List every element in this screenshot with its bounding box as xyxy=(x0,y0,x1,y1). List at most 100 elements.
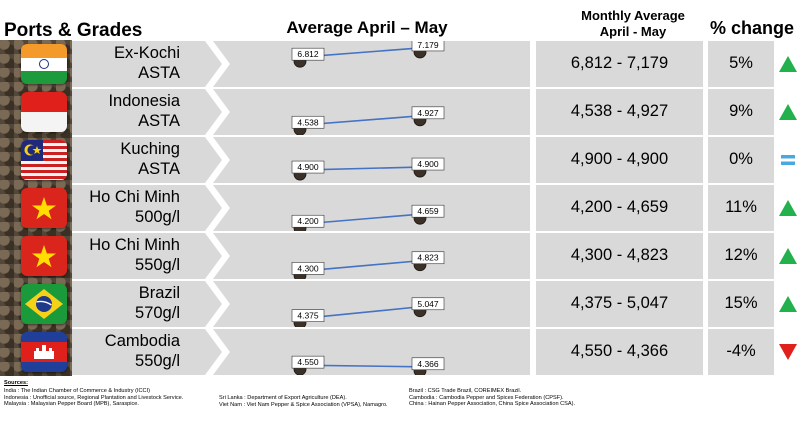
port-name-line1: Cambodia xyxy=(104,332,180,350)
pct-change-cell: 15% xyxy=(708,281,774,327)
port-name: Kuching ASTA xyxy=(60,139,180,179)
sources-col-1: India : The Indian Chamber of Commerce &… xyxy=(4,388,183,408)
data-label-apr: 4.538 xyxy=(297,117,319,127)
pct-change-value: 5% xyxy=(729,54,753,72)
pct-change-cell: 9% xyxy=(708,89,774,135)
data-label-box-apr xyxy=(291,309,325,322)
port-name-cell: Cambodia 550g/l xyxy=(72,329,205,375)
monthly-range-value: 4,538 - 4,927 xyxy=(570,102,669,120)
source-item: Cambodia : Cambodia Pepper and Spices Fe… xyxy=(409,394,564,401)
data-label-box-may xyxy=(411,106,445,120)
up-triangle-icon xyxy=(778,247,798,265)
monthly-range-value: 4,300 - 4,823 xyxy=(570,246,669,264)
data-label-may: 4.366 xyxy=(417,359,439,369)
port-name-line1: Ho Chi Minh xyxy=(89,236,180,254)
vietnam-flag-icon xyxy=(21,188,67,228)
port-name: Ex-Kochi ASTA xyxy=(60,43,180,83)
port-name-cell: Brazil 570g/l xyxy=(72,281,205,327)
port-grade-line2: 570g/l xyxy=(135,304,180,322)
data-label-apr: 4.550 xyxy=(297,357,319,367)
sources-col-3: Brazil : CSG Trade Brazil, COREIMEX Braz… xyxy=(409,388,575,408)
source-item: Brazil : CSG Trade Brazil, COREIMEX Braz… xyxy=(409,388,522,394)
up-triangle-icon xyxy=(778,199,798,217)
port-name-cell: Indonesia ASTA xyxy=(72,89,205,135)
pct-change-cell: -4% xyxy=(708,329,774,375)
port-name-line1: Brazil xyxy=(138,284,180,302)
pct-change-cell: 12% xyxy=(708,233,774,279)
vietnam-flag-icon xyxy=(21,236,67,276)
data-label-box-may xyxy=(411,357,445,371)
port-grade-line2: ASTA xyxy=(138,64,180,82)
mini-line-chart: 4.900 4.900 xyxy=(205,137,445,183)
india-flag-icon xyxy=(21,44,67,84)
port-name-line1: Indonesia xyxy=(108,92,180,110)
source-item: Viet Nam : Viet Nam Pepper & Spice Assoc… xyxy=(219,401,388,408)
pct-change-value: 11% xyxy=(725,198,757,216)
source-item: China : Hainan Pepper Association, China… xyxy=(409,401,576,408)
mini-line-chart: 4.375 5.047 xyxy=(205,281,445,327)
indonesia-flag-icon xyxy=(21,92,67,132)
pct-change-value: -4% xyxy=(726,342,756,360)
table-row: Brazil 570g/l 4.375 5.047 4,375 - 5,047 15% xyxy=(0,281,800,327)
mini-line-chart: 6.812 7.179 xyxy=(205,41,445,87)
pct-change-value: 12% xyxy=(724,246,758,264)
data-label-box-apr xyxy=(291,115,325,129)
table-row: Ho Chi Minh 500g/l 4.200 4.659 4,200 - 4,659… xyxy=(0,185,800,231)
table-row: Cambodia 550g/l 4.550 4.366 4,550 - 4,366 -4% xyxy=(0,329,800,375)
up-triangle-icon xyxy=(778,55,798,73)
monthly-range-cell: 4,538 - 4,927 xyxy=(536,89,703,135)
monthly-range-cell: 4,200 - 4,659 xyxy=(536,185,703,231)
port-name: Ho Chi Minh 550g/l xyxy=(60,235,180,275)
chevron-divider xyxy=(205,137,230,183)
mini-line-chart: 4.200 4.659 xyxy=(205,185,445,231)
source-item: India : The Indian Chamber of Commerce &… xyxy=(4,388,151,394)
brazil-flag-icon xyxy=(21,284,67,324)
pct-change-value: 15% xyxy=(724,294,758,312)
monthly-range-value: 4,375 - 5,047 xyxy=(570,294,669,312)
chevron-divider xyxy=(205,89,230,135)
source-item: Sri Lanka : Department of Export Agricul… xyxy=(219,395,347,401)
monthly-range-cell: 6,812 - 7,179 xyxy=(536,41,703,87)
port-name-cell: Ho Chi Minh 550g/l xyxy=(72,233,205,279)
data-label-may: 7.179 xyxy=(417,41,439,50)
pct-change-value: 9% xyxy=(729,102,753,120)
data-label-may: 4.659 xyxy=(417,206,439,216)
monthly-range-value: 4,200 - 4,659 xyxy=(570,198,669,216)
data-label-may: 4.823 xyxy=(417,253,439,263)
table-row: Indonesia ASTA 4.538 4.927 4,538 - 4,927 9% xyxy=(0,89,800,135)
data-label-box-apr xyxy=(291,355,325,369)
port-grade-line2: 550g/l xyxy=(135,352,180,370)
port-name-cell: Ho Chi Minh 500g/l xyxy=(72,185,205,231)
pct-change-header: % change xyxy=(709,18,795,38)
monthly-range-value: 4,550 - 4,366 xyxy=(570,342,669,360)
port-name-cell: Ex-Kochi ASTA xyxy=(72,41,205,87)
data-label-box-apr xyxy=(291,47,325,61)
monthly-average-header: Monthly Average April - May xyxy=(548,8,718,40)
port-name-line1: Kuching xyxy=(120,140,180,158)
sources-section: Sources: India : The Indian Chamber of C… xyxy=(4,380,796,408)
monthly-range-value: 4,900 - 4,900 xyxy=(570,150,669,168)
mini-chart-cell: 4.550 4.366 xyxy=(205,329,530,375)
source-item: Indonesia : Unofficial source, Regional … xyxy=(4,394,184,401)
chevron-divider xyxy=(205,41,230,87)
mini-line-chart: 4.538 4.927 xyxy=(205,89,445,135)
sources-col-2: Sri Lanka : Department of Export Agricul… xyxy=(219,395,388,408)
monthly-range-cell: 4,300 - 4,823 xyxy=(536,233,703,279)
data-label-box-apr xyxy=(291,214,325,228)
port-name: Indonesia ASTA xyxy=(60,91,180,131)
data-label-box-may xyxy=(411,204,445,218)
mini-chart-cell: 4.200 4.659 xyxy=(205,185,530,231)
average-header: Average April – May xyxy=(286,18,448,37)
data-label-may: 4.927 xyxy=(417,108,439,118)
data-label-may: 5.047 xyxy=(417,299,439,309)
port-grade-line2: 500g/l xyxy=(135,208,180,226)
monthly-average-line2: April - May xyxy=(599,24,667,39)
pct-change-value: 0% xyxy=(729,150,753,168)
port-name-line1: Ho Chi Minh xyxy=(89,188,180,206)
mini-line-chart: 4.300 4.823 xyxy=(205,233,445,279)
pct-change-cell: 11% xyxy=(708,185,774,231)
data-label-box-apr xyxy=(291,262,325,275)
pct-change-cell: 0% xyxy=(708,137,774,183)
ports-grades-header: Ports & Grades xyxy=(4,20,143,41)
table-row: Ex-Kochi ASTA 6.812 7.179 6,812 - 7,179 5% xyxy=(0,41,800,87)
